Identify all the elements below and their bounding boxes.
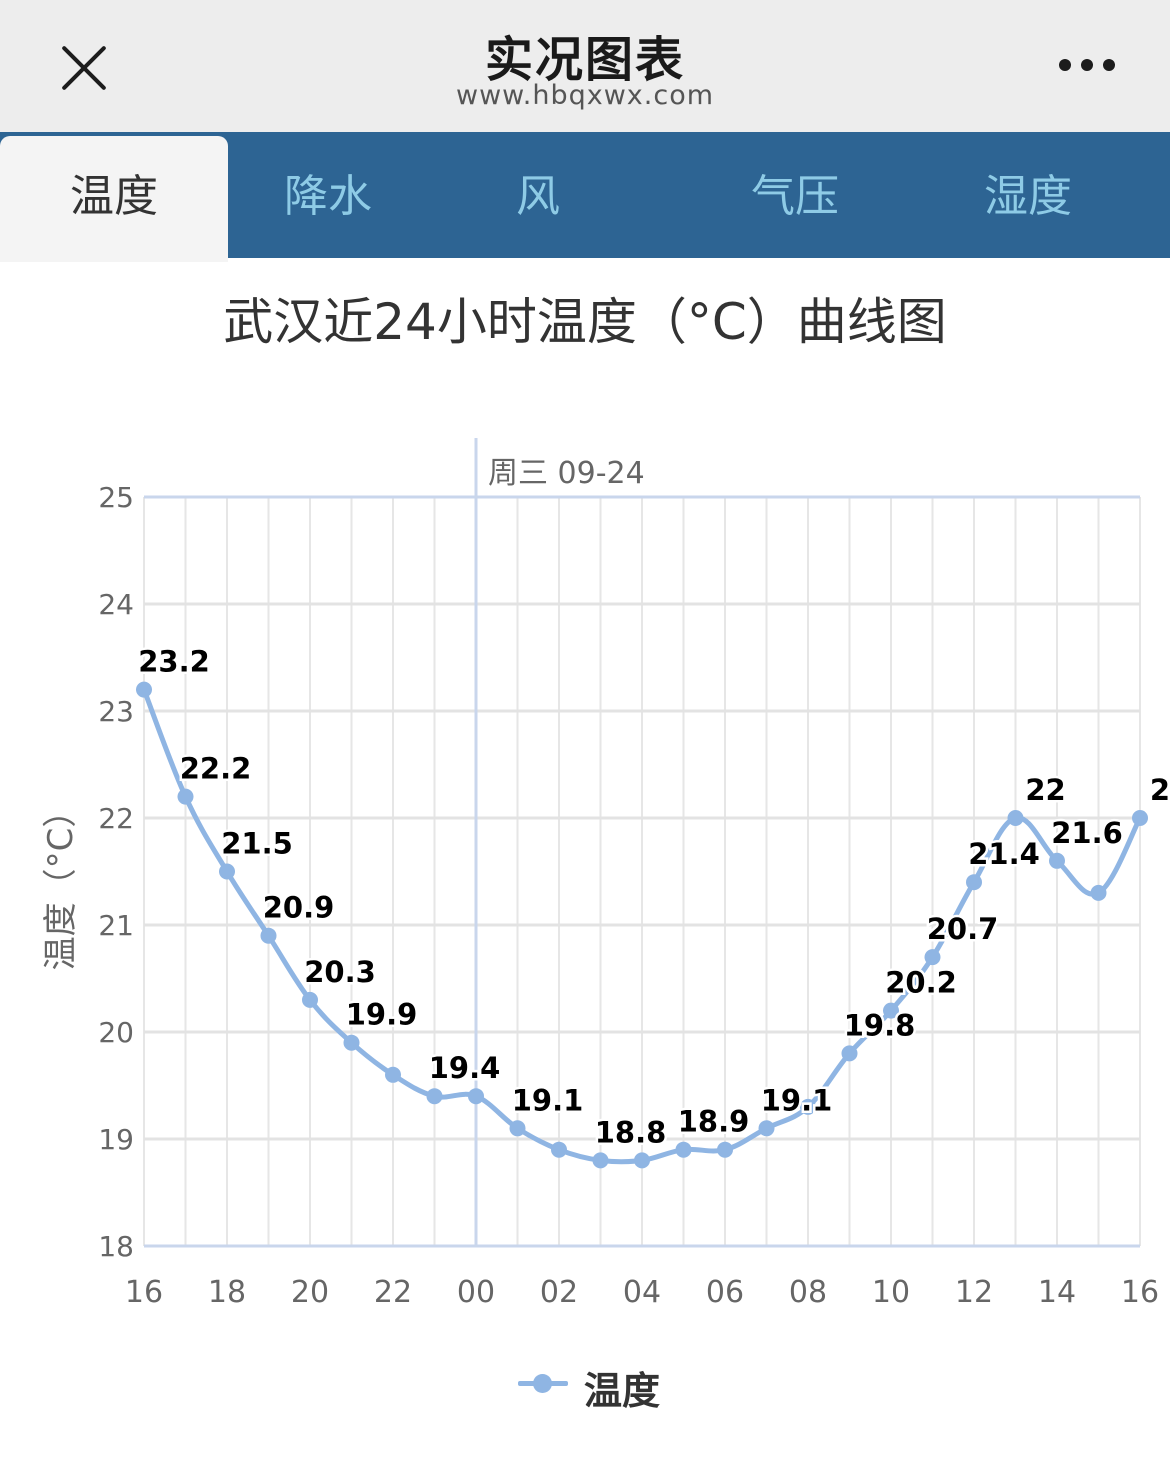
data-label: 19.8: [844, 1008, 916, 1042]
more-dot: [1059, 59, 1071, 71]
data-label: 23.2: [138, 645, 210, 679]
data-label: 20.9: [263, 891, 335, 925]
data-point: [219, 863, 235, 880]
data-point: [426, 1088, 443, 1105]
data-label: 21.6: [1051, 816, 1123, 850]
data-label: 19.1: [761, 1083, 833, 1117]
data-label: 21.5: [221, 827, 293, 861]
more-dot: [1103, 59, 1115, 71]
data-label: 19.1: [512, 1083, 584, 1117]
data-point: [1049, 852, 1065, 869]
x-tick-label: 14: [1038, 1275, 1076, 1310]
data-point: [260, 927, 277, 944]
legend-label: 温度: [584, 1369, 661, 1413]
data-point: [468, 1088, 484, 1105]
y-tick-label: 24: [98, 588, 134, 621]
temperature-chart: 18 19 20 21 22 23 24 25 周三 09-24 16 18 20 22 00 02 04 06…: [41, 438, 1170, 1310]
data-point: [1090, 884, 1107, 901]
page-title: 实况图表: [484, 32, 685, 88]
tab-humidity[interactable]: 湿度: [984, 171, 1072, 222]
x-tick-label: 16: [1121, 1275, 1159, 1310]
legend-dot-icon: [533, 1374, 552, 1393]
y-tick-label: 25: [98, 481, 134, 514]
more-dot: [1081, 59, 1093, 71]
data-label: 21.4: [968, 837, 1040, 871]
x-tick-label: 16: [125, 1275, 163, 1310]
data-point: [800, 1098, 816, 1115]
data-label: 22: [1025, 773, 1065, 807]
x-tick-label: 06: [706, 1275, 744, 1310]
data-point: [675, 1141, 692, 1158]
x-tick-label: 02: [540, 1275, 578, 1310]
data-point: [924, 949, 941, 966]
data-point: [136, 681, 152, 698]
data-label: 18.8: [595, 1115, 667, 1149]
y-tick-label: 19: [98, 1123, 134, 1156]
data-point: [758, 1120, 775, 1137]
data-point: [177, 788, 194, 805]
x-tick-label: 08: [789, 1275, 827, 1310]
x-tick-label: 04: [623, 1275, 661, 1310]
x-tick-label: 10: [872, 1275, 910, 1310]
data-point: [841, 1045, 858, 1062]
data-point: [1132, 810, 1148, 826]
x-tick-label: 12: [955, 1275, 993, 1310]
tab-wind[interactable]: 风: [516, 171, 560, 222]
data-point: [551, 1141, 567, 1158]
top-bar: 实况图表 www.hbqxwx.com: [0, 0, 1170, 132]
tab-bar: 温度 降水 风 气压 湿度: [0, 132, 1170, 262]
tab-pressure[interactable]: 气压: [751, 171, 839, 222]
data-point: [883, 1002, 899, 1019]
data-point: [592, 1152, 609, 1169]
tab-temperature[interactable]: 温度: [0, 136, 228, 262]
data-point: [717, 1141, 733, 1158]
data-point: [966, 874, 982, 891]
data-label: 20.7: [927, 912, 999, 946]
y-tick-label: 23: [98, 695, 134, 728]
x-tick-label: 18: [208, 1275, 246, 1310]
data-point: [302, 991, 318, 1008]
data-label: 20.2: [885, 966, 957, 1000]
day-marker-label: 周三 09-24: [488, 456, 645, 491]
data-point: [385, 1066, 401, 1083]
page-url: www.hbqxwx.com: [455, 80, 715, 111]
data-label: 22.2: [180, 752, 252, 786]
data-point: [634, 1152, 650, 1169]
y-tick-label: 22: [98, 802, 134, 835]
data-point: [509, 1120, 526, 1137]
y-tick-label: 20: [98, 1016, 134, 1049]
chart-title: 武汉近24小时温度（°C）曲线图: [223, 293, 947, 351]
data-label: 20.3: [304, 955, 376, 989]
tab-precipitation[interactable]: 降水: [284, 171, 372, 222]
y-axis-title: 温度（°C）: [41, 794, 81, 971]
data-label: 19.9: [346, 998, 418, 1032]
data-point: [343, 1034, 360, 1051]
more-options-icon[interactable]: [1052, 50, 1122, 80]
x-tick-label: 22: [374, 1275, 412, 1310]
data-label: 22: [1150, 773, 1170, 807]
data-point: [1007, 810, 1024, 826]
x-tick-label: 20: [291, 1275, 329, 1310]
data-label: 18.9: [678, 1105, 750, 1139]
x-tick-label: 00: [457, 1275, 495, 1310]
data-label: 19.4: [429, 1051, 501, 1085]
y-tick-label: 21: [98, 909, 134, 942]
y-tick-label: 18: [98, 1230, 134, 1263]
